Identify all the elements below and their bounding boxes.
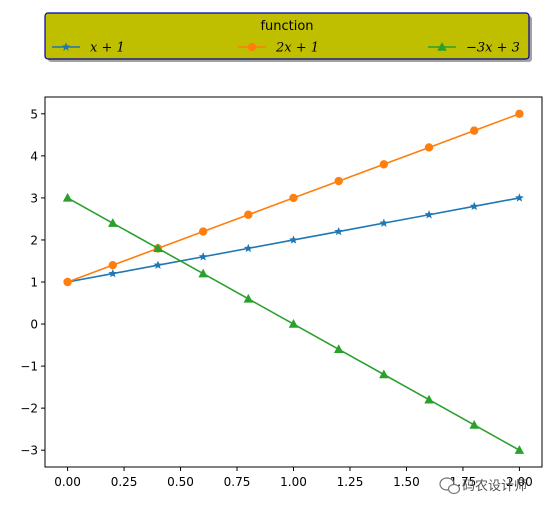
data-point: [244, 210, 253, 219]
series-0: [63, 193, 524, 286]
x-tick-label: 1.50: [393, 475, 420, 489]
data-point: [108, 218, 118, 227]
data-point: [469, 201, 479, 211]
y-axis: −3 −2 −1 0 1 2 3 4 5: [20, 107, 45, 458]
watermark-text: 码农设计师: [462, 479, 527, 494]
data-point: [514, 445, 525, 454]
data-point: [198, 268, 208, 278]
legend-label: −3x + 3: [466, 41, 520, 56]
data-point: [379, 218, 389, 227]
data-point: [198, 227, 208, 236]
y-tick-label: 2: [30, 233, 38, 247]
x-tick-label: 1.00: [280, 475, 307, 489]
y-tick-label: −1: [20, 360, 38, 374]
legend-marker: [437, 42, 447, 51]
x-tick-label: 0.25: [111, 475, 138, 489]
data-point: [469, 419, 479, 429]
data-point: [424, 210, 434, 219]
legend-label: x + 1: [90, 41, 125, 56]
data-point: [153, 243, 163, 253]
y-tick-label: −2: [20, 402, 38, 416]
data-point: [289, 235, 298, 244]
data-point: [424, 143, 434, 152]
x-tick-label: 0.00: [54, 475, 81, 489]
data-point: [470, 126, 479, 135]
data-point: [379, 160, 389, 169]
legend-entry: 2x + 1: [238, 41, 319, 56]
legend-marker: [247, 42, 257, 52]
x-tick-label: 0.75: [224, 475, 251, 489]
data-point: [333, 344, 344, 354]
legend: function x + 1 2x + 1 −3x + 3: [44, 12, 532, 62]
data-point: [289, 193, 298, 203]
data-point: [108, 268, 118, 278]
data-point: [334, 176, 343, 186]
y-tick-label: 3: [30, 191, 38, 205]
data-point: [243, 243, 253, 253]
plot-frame: [44, 96, 543, 468]
series-1: [63, 109, 524, 287]
plot-area: [44, 96, 543, 468]
data-point: [108, 260, 117, 270]
x-axis: 0.00 0.25 0.50 0.75 1.00 1.25 1.50 1.75 2.00: [54, 467, 533, 489]
wechat-icon: [439, 477, 461, 495]
y-tick-label: 1: [30, 276, 38, 290]
series-2: [62, 192, 525, 454]
y-tick-label: −3: [20, 444, 38, 458]
data-point: [62, 192, 73, 202]
legend-box: [44, 12, 530, 60]
data-point: [288, 319, 299, 328]
legend-marker: [61, 42, 71, 51]
legend-entry: −3x + 3: [428, 41, 520, 56]
x-tick-label: 1.25: [337, 475, 364, 489]
data-point: [153, 260, 163, 269]
data-point: [515, 109, 524, 119]
legend-title: function: [260, 19, 313, 34]
data-point: [334, 226, 344, 236]
data-point: [63, 277, 72, 287]
data-point: [379, 369, 389, 379]
x-tick-label: 2.00: [506, 475, 533, 489]
x-tick-label: 0.50: [167, 475, 194, 489]
legend-entry: x + 1: [52, 41, 125, 56]
data-point: [243, 293, 254, 303]
data-point: [198, 252, 208, 261]
data-point: [515, 193, 524, 202]
y-tick-label: 4: [30, 149, 38, 163]
legend-label: 2x + 1: [275, 41, 319, 56]
y-tick-label: 5: [30, 107, 38, 121]
y-tick-label: 0: [30, 318, 38, 332]
data-point: [424, 394, 434, 404]
